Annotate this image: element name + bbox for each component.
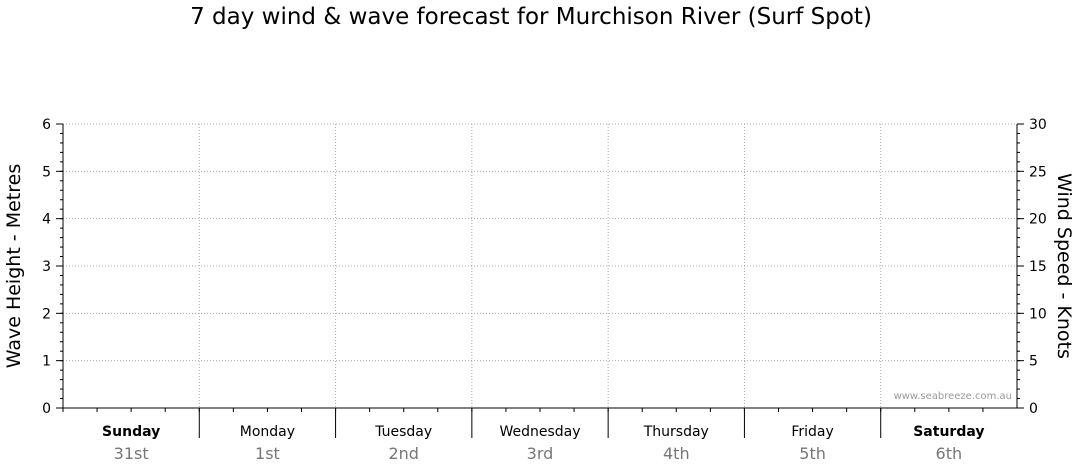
y-right-tick-label: 0 — [1029, 401, 1038, 417]
x-day-label: Thursday — [643, 424, 709, 440]
y-left-tick-label: 1 — [42, 354, 51, 370]
y-right-tick-label: 10 — [1029, 306, 1047, 322]
y-left-tick-label: 0 — [42, 401, 51, 417]
x-date-label: 6th — [936, 444, 963, 463]
x-day-label: Saturday — [913, 424, 984, 440]
watermark: www.seabreeze.com.au — [893, 391, 1012, 402]
y-right-tick-label: 20 — [1029, 212, 1047, 228]
x-day-label: Tuesday — [374, 424, 432, 440]
y-left-tick-label: 5 — [42, 164, 51, 180]
x-date-label: 3rd — [527, 444, 554, 463]
x-day-label: Monday — [240, 424, 295, 440]
y-right-tick-label: 30 — [1029, 117, 1047, 133]
y-left-tick-label: 4 — [42, 212, 51, 228]
x-date-label: 5th — [799, 444, 826, 463]
y-left-tick-label: 2 — [42, 306, 51, 322]
y-right-tick-label: 15 — [1029, 259, 1047, 275]
x-date-label: 31st — [114, 444, 149, 463]
x-day-label: Wednesday — [499, 424, 580, 440]
x-date-label: 1st — [255, 444, 280, 463]
x-date-label: 2nd — [388, 444, 418, 463]
y-right-tick-label: 25 — [1029, 164, 1047, 180]
y-right-tick-label: 5 — [1029, 354, 1038, 370]
y-left-tick-label: 3 — [42, 259, 51, 275]
x-date-label: 4th — [663, 444, 690, 463]
x-day-label: Sunday — [102, 424, 160, 440]
y-left-tick-label: 6 — [42, 117, 51, 133]
chart-title: 7 day wind & wave forecast for Murchison… — [190, 4, 872, 30]
x-day-label: Friday — [791, 424, 833, 440]
